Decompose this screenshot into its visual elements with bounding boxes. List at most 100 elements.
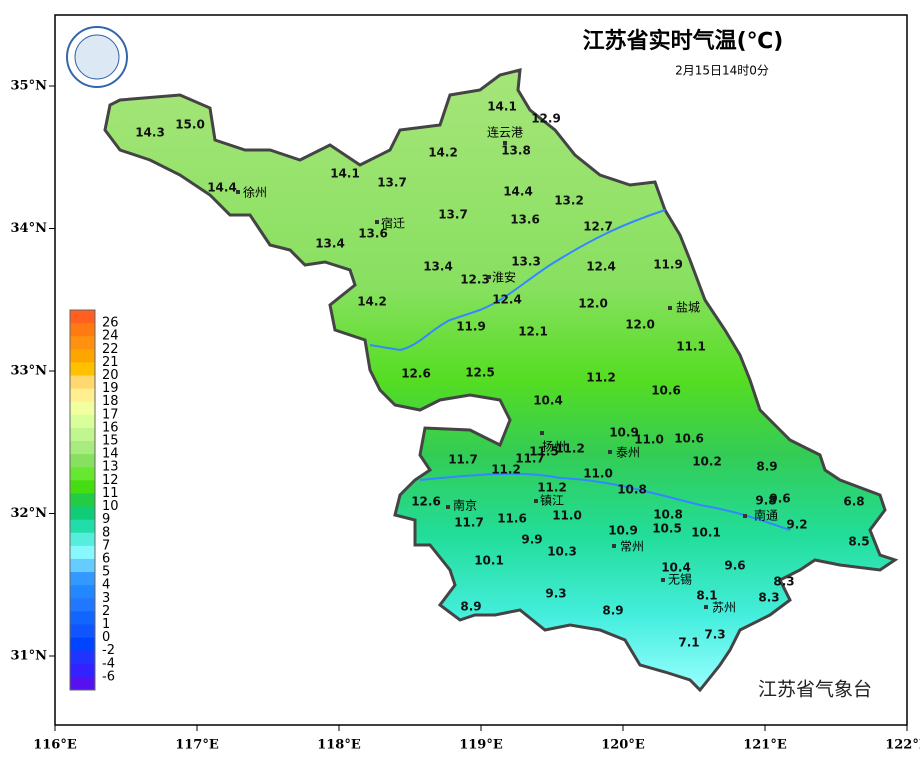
city-name: 常州: [620, 540, 644, 554]
x-tick-label: 121°E: [743, 738, 787, 753]
legend-swatch: [70, 532, 95, 547]
station-value: 14.4: [207, 181, 237, 195]
station-value: 12.1: [518, 325, 548, 339]
legend-label: 19: [102, 381, 119, 396]
station-value: 11.2: [586, 371, 616, 385]
logo: [74, 34, 120, 80]
x-tick-label: 116°E: [33, 738, 77, 753]
city-name: 苏州: [712, 601, 736, 615]
legend-swatch: [70, 545, 95, 560]
province-outline: [103, 68, 899, 693]
legend-swatch: [70, 519, 95, 534]
station-value: 11.7: [454, 516, 484, 530]
station-value: 6.8: [843, 495, 864, 509]
legend-label: 14: [102, 447, 119, 462]
legend-swatch: [70, 663, 95, 678]
city-dot: [375, 220, 379, 224]
city-name: 无锡: [668, 572, 692, 587]
legend-swatch: [70, 572, 95, 586]
station-value: 10.4: [533, 394, 563, 408]
city-name: 扬州: [542, 439, 566, 454]
x-tick-label: 118°E: [317, 738, 361, 753]
legend-swatch: [70, 441, 95, 455]
station-value: 12.9: [531, 112, 561, 126]
legend-frame: [69, 309, 96, 691]
station-value: 14.1: [330, 167, 360, 181]
station-value: 10.9: [608, 524, 638, 538]
city-dot: [661, 578, 665, 582]
station-value: 13.7: [377, 176, 407, 190]
station-value: 10.6: [651, 384, 681, 398]
station-value: 13.3: [511, 255, 541, 269]
y-tick-label: 35°N: [11, 79, 48, 94]
station-value: 10.8: [653, 508, 683, 522]
legend-label: 20: [102, 368, 119, 383]
station-value: 9.6: [769, 492, 790, 506]
city-name: 南京: [453, 498, 477, 513]
x-tick-label: 120°E: [601, 738, 645, 753]
legend-label: 13: [102, 460, 119, 475]
legend-swatch: [70, 585, 95, 599]
legend-swatch: [70, 480, 95, 494]
legend-swatch: [70, 493, 95, 508]
station-value: 11.2: [555, 442, 585, 456]
station-value: 10.3: [547, 545, 577, 559]
y-tick-label: 32°N: [11, 506, 48, 521]
station-value: 14.2: [357, 295, 387, 309]
legend-label: 17: [102, 407, 119, 422]
legend-label: 2: [102, 604, 110, 619]
city-name: 徐州: [243, 185, 267, 200]
legend-label: 21: [102, 355, 119, 370]
station-value: 9.8: [755, 494, 776, 508]
station-value: 8.5: [848, 535, 869, 549]
city-name: 淮安: [492, 270, 516, 285]
station-value: 10.2: [692, 455, 722, 469]
legend-label: 8: [102, 525, 110, 540]
legend-swatch: [70, 349, 95, 363]
city-dot: [446, 505, 450, 509]
legend-label: -6: [102, 669, 115, 684]
city-name: 南通: [754, 508, 778, 523]
station-value: 9.9: [521, 533, 542, 547]
city-name: 盐城: [676, 301, 700, 315]
legend-swatch: [70, 336, 95, 350]
station-value: 12.0: [578, 297, 608, 311]
legend-swatch: [70, 323, 95, 337]
city-name: 镇江: [540, 494, 564, 508]
station-value: 7.1: [678, 636, 699, 650]
station-value: 9.6: [724, 559, 745, 573]
legend-swatch: [70, 558, 95, 573]
x-tick-label: 119°E: [459, 738, 503, 753]
legend-label: -4: [102, 656, 115, 671]
legend-label: 5: [102, 565, 110, 580]
legend-swatch: [70, 676, 95, 691]
legend-swatch: [70, 637, 95, 652]
station-value: 13.7: [438, 208, 468, 222]
station-value: 15.0: [175, 118, 205, 132]
legend-label: 3: [102, 591, 110, 606]
legend-label: -2: [102, 643, 115, 658]
legend-label: 1: [102, 617, 110, 632]
city-name: 泰州: [616, 446, 640, 460]
legend-swatch: [70, 427, 95, 442]
station-value: 13.4: [315, 237, 345, 251]
y-tick-label: 33°N: [11, 364, 48, 379]
river: [369, 209, 666, 352]
legend-swatch: [70, 624, 95, 639]
station-value: 11.2: [491, 463, 521, 477]
station-value: 10.6: [674, 432, 704, 446]
subtitle: 2月15日14时0分: [675, 64, 769, 78]
station-value: 11.7: [515, 452, 545, 466]
station-value: 14.2: [428, 146, 458, 160]
station-value: 12.4: [492, 293, 522, 307]
station-value: 7.3: [704, 628, 725, 642]
station-value: 11.1: [676, 340, 706, 354]
station-value: 12.6: [411, 495, 441, 509]
city-dot: [612, 544, 616, 548]
station-value: 13.8: [501, 144, 531, 158]
y-tick-label: 31°N: [11, 649, 48, 664]
station-value: 8.9: [460, 600, 481, 614]
title: 江苏省实时气温(℃): [583, 28, 784, 54]
legend-label: 15: [102, 434, 119, 449]
